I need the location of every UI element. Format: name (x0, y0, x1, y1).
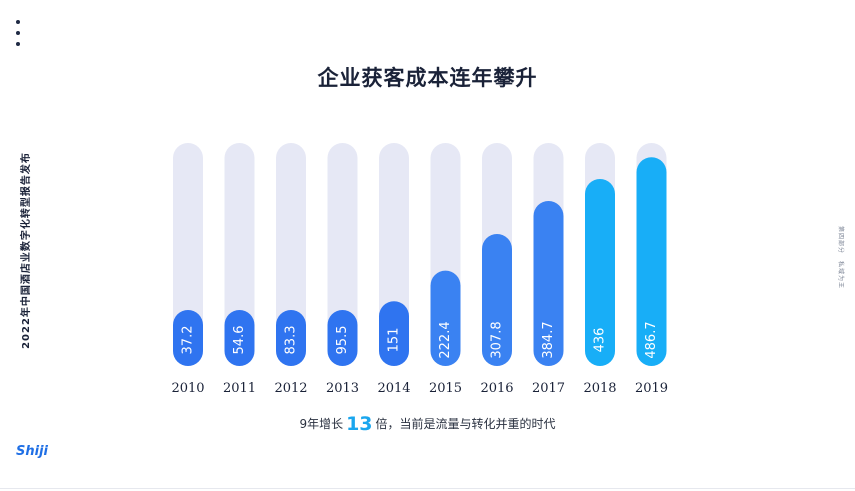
caption-prefix: 9年增长 (299, 417, 344, 431)
dot (16, 42, 20, 46)
bar-track (173, 143, 203, 366)
bar-2016 (482, 234, 512, 366)
x-tick-2010: 2010 (171, 381, 204, 396)
bar-2015 (430, 270, 461, 366)
caption-suffix: 倍，当前是流量与转化并重的时代 (375, 417, 556, 431)
data-label-2013: 95.5 (335, 326, 350, 355)
x-tick-2018: 2018 (583, 381, 616, 396)
x-tick-2011: 2011 (223, 381, 256, 396)
data-label-2016: 307.8 (490, 321, 505, 358)
x-tick-2012: 2012 (274, 381, 307, 396)
chart-caption: 9年增长 13 倍，当前是流量与转化并重的时代 (0, 413, 855, 435)
bar-track (276, 143, 306, 366)
data-label-2019: 486.7 (644, 321, 659, 358)
caption-number: 13 (346, 413, 373, 435)
footer-divider (0, 488, 855, 489)
bar-2019 (636, 157, 667, 366)
data-label-2010: 37.2 (181, 326, 196, 355)
data-label-2011: 54.6 (232, 326, 247, 355)
page-title: 企业获客成本连年攀升 (317, 66, 538, 90)
bar-2017 (533, 201, 564, 366)
bar-2018 (585, 179, 615, 366)
dot (16, 20, 20, 24)
shiji-logo: Shiji (16, 444, 48, 459)
bar-2011 (224, 310, 255, 366)
bar-2013 (327, 310, 358, 366)
x-tick-2017: 2017 (532, 381, 565, 396)
data-label-2015: 222.4 (438, 321, 453, 358)
dot (16, 31, 20, 35)
bar-2012 (276, 310, 306, 366)
data-label-2017: 384.7 (541, 321, 556, 358)
menu-dots-icon[interactable] (16, 20, 22, 53)
bar-2010 (173, 310, 203, 366)
x-tick-2014: 2014 (377, 381, 410, 396)
data-label-2018: 436 (593, 328, 608, 353)
bar-track (224, 143, 255, 366)
bar-track (327, 143, 358, 366)
x-tick-2019: 2019 (635, 381, 668, 396)
x-tick-2016: 2016 (480, 381, 513, 396)
x-tick-2015: 2015 (429, 381, 462, 396)
x-tick-2013: 2013 (326, 381, 359, 396)
bar-2014 (379, 301, 409, 366)
data-label-2014: 151 (387, 328, 402, 353)
data-label-2012: 83.3 (284, 326, 299, 355)
